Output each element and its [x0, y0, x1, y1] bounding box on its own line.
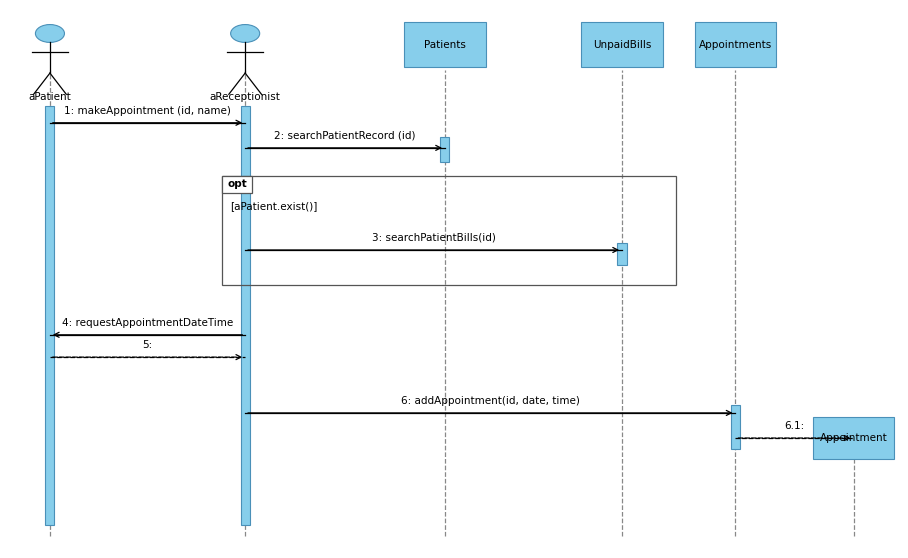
Text: 6.1:: 6.1:	[785, 421, 804, 431]
Bar	[404, 22, 486, 67]
Text: 5:: 5:	[143, 340, 153, 350]
Bar	[695, 22, 776, 67]
Text: [aPatient.exist()]: [aPatient.exist()]	[230, 201, 317, 211]
Text: 3: searchPatientBills(id): 3: searchPatientBills(id)	[371, 233, 496, 243]
Text: UnpaidBills: UnpaidBills	[593, 40, 651, 50]
Text: opt: opt	[227, 179, 247, 189]
Text: 4: requestAppointmentDateTime: 4: requestAppointmentDateTime	[62, 318, 233, 328]
Bar	[617, 243, 627, 265]
Text: Appointments: Appointments	[699, 40, 772, 50]
Bar	[222, 176, 252, 193]
Text: aPatient: aPatient	[28, 92, 72, 102]
Circle shape	[35, 25, 64, 42]
Text: 2: searchPatientRecord (id): 2: searchPatientRecord (id)	[274, 131, 416, 141]
Bar	[581, 22, 663, 67]
Text: Appointment: Appointment	[820, 433, 887, 443]
Bar	[813, 417, 894, 459]
Bar	[241, 106, 250, 525]
Bar	[440, 137, 449, 162]
Bar	[222, 176, 676, 285]
Text: 1: makeAppointment (id, name): 1: makeAppointment (id, name)	[64, 105, 231, 116]
Circle shape	[231, 25, 260, 42]
Bar	[731, 405, 740, 449]
Bar	[45, 106, 54, 525]
Text: Patients: Patients	[424, 40, 466, 50]
Text: 6: addAppointment(id, date, time): 6: addAppointment(id, date, time)	[401, 396, 579, 406]
Text: aReceptionist: aReceptionist	[210, 92, 281, 102]
